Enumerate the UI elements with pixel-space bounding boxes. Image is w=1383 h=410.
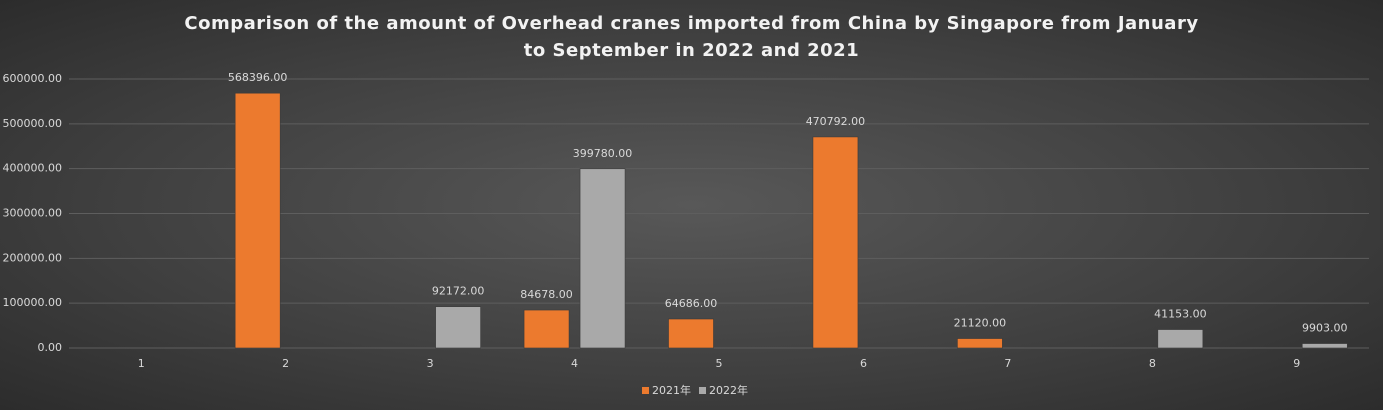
bar	[1157, 329, 1204, 349]
legend-swatch	[699, 387, 706, 394]
value-label: 84678.00	[520, 288, 573, 301]
value-label: 64686.00	[665, 297, 718, 310]
chart-title: Comparison of the amount of Overhead cra…	[184, 13, 1199, 61]
bar	[957, 338, 1003, 349]
legend-label: 2021年	[652, 383, 691, 397]
value-label: 399780.00	[573, 147, 633, 160]
bar	[523, 309, 570, 349]
value-label: 41153.00	[1154, 308, 1207, 321]
legend-label: 2022年	[709, 383, 748, 397]
y-tick-label: 500000.00	[3, 117, 63, 130]
y-tick-label: 400000.00	[3, 162, 63, 175]
x-tick-label: 6	[860, 357, 867, 370]
y-tick-label: 200000.00	[3, 251, 63, 264]
y-tick-label: 0.00	[38, 341, 63, 354]
value-label: 470792.00	[806, 115, 866, 128]
bar	[812, 136, 859, 349]
y-tick-label: 300000.00	[3, 207, 63, 220]
x-tick-label: 2	[282, 357, 289, 370]
bar	[435, 306, 481, 349]
y-tick-label: 100000.00	[3, 296, 63, 309]
y-tick-label: 600000.00	[3, 72, 63, 85]
value-label: 92172.00	[432, 285, 485, 298]
value-label: 9903.00	[1302, 322, 1348, 335]
x-tick-label: 3	[427, 357, 434, 370]
bar	[579, 168, 626, 349]
x-tick-label: 9	[1293, 357, 1300, 370]
x-tick-label: 7	[1004, 357, 1011, 370]
bar	[668, 318, 714, 349]
value-label: 21120.00	[954, 317, 1007, 330]
x-tick-label: 4	[571, 357, 578, 370]
x-tick-label: 5	[716, 357, 723, 370]
bar	[1301, 343, 1348, 349]
value-label: 568396.00	[228, 71, 288, 84]
x-tick-label: 1	[138, 357, 145, 370]
bar	[234, 92, 281, 349]
x-tick-label: 8	[1149, 357, 1156, 370]
legend-swatch	[642, 387, 649, 394]
